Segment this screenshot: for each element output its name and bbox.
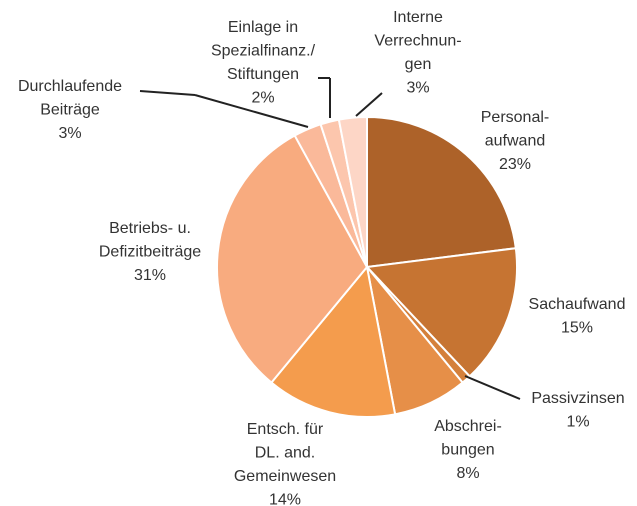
slice-label: Entsch. für DL. and. Gemeinwesen <box>234 421 336 485</box>
label-line: Entsch. für <box>247 421 324 438</box>
leader-line <box>355 92 383 117</box>
label-line: Interne <box>393 9 443 26</box>
label-line: DL. and. <box>255 445 315 462</box>
label-line: Sachaufwand <box>529 296 626 313</box>
value-label: 31% <box>134 267 166 284</box>
slice-label: Durchlaufende Beiträge <box>18 78 122 119</box>
slice-label: Betriebs- u. Defizitbeiträge <box>99 220 201 261</box>
value-label: 2% <box>251 90 274 107</box>
slice-label: Abschrei-bungen <box>434 418 502 459</box>
slice-label: Personal-aufwand <box>481 109 549 150</box>
label-line: Gemeinwesen <box>234 468 336 485</box>
slice-label: Interne Verrechnun-gen <box>374 9 461 73</box>
leader-line <box>464 375 521 400</box>
label-line: Betriebs- u. <box>109 220 191 237</box>
label-line: Defizitbeiträge <box>99 244 201 261</box>
label-line: Durchlaufende <box>18 78 122 95</box>
value-label: 3% <box>406 80 429 97</box>
label-line: Einlage in <box>228 19 298 36</box>
value-label: 15% <box>561 320 593 337</box>
slice <box>364 247 518 378</box>
slice-label: Passivzinsen <box>531 390 624 407</box>
slice <box>216 134 369 384</box>
label-line: Abschrei- <box>434 418 502 435</box>
slice <box>337 115 368 268</box>
slice <box>366 115 517 269</box>
label-line: aufwand <box>485 133 546 150</box>
value-label: 3% <box>58 125 81 142</box>
value-label: 14% <box>269 492 301 506</box>
value-label: 23% <box>499 156 531 173</box>
label-line: Beiträge <box>40 102 100 119</box>
slice <box>269 264 397 418</box>
slice-label: Einlage in Spezialfinanz./ Stiftungen <box>211 19 316 83</box>
leader-line <box>194 94 309 128</box>
label-line: bungen <box>441 442 494 459</box>
value-label: 1% <box>566 414 589 431</box>
label-line: Stiftungen <box>227 66 299 83</box>
value-label: 8% <box>456 465 479 482</box>
label-line: Personal- <box>481 109 549 126</box>
label-line: gen <box>405 56 432 73</box>
label-line: Verrechnun- <box>374 33 461 50</box>
slice-label: Sachaufwand <box>529 296 626 313</box>
label-line: Passivzinsen <box>531 390 624 407</box>
label-line: Spezialfinanz./ <box>211 43 316 60</box>
leader-line <box>139 90 196 96</box>
